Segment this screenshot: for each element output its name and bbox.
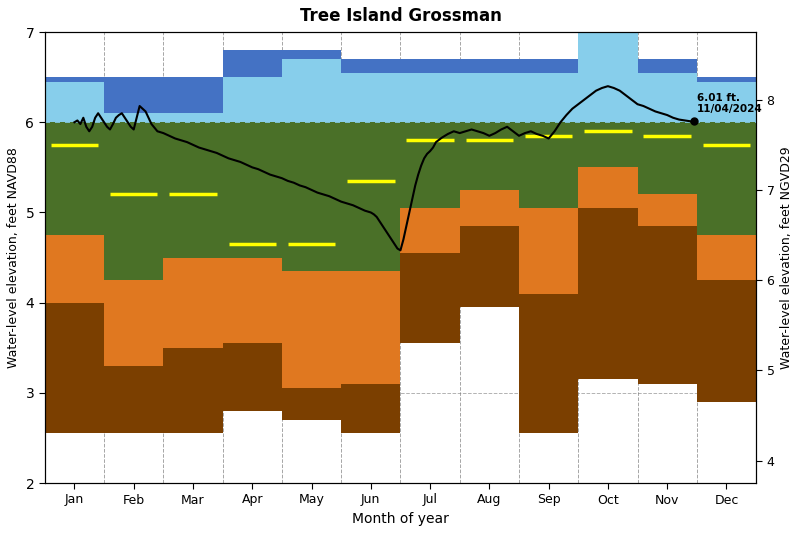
Bar — [104, 366, 163, 433]
Bar — [163, 257, 222, 348]
Bar — [697, 77, 756, 82]
Title: Tree Island Grossman: Tree Island Grossman — [299, 7, 502, 25]
Bar — [282, 50, 341, 59]
Bar — [222, 257, 282, 343]
Bar — [45, 303, 104, 433]
Bar — [578, 28, 638, 122]
Bar — [638, 226, 697, 384]
Bar — [104, 280, 163, 366]
Bar — [45, 235, 104, 303]
Bar — [222, 77, 282, 122]
Bar — [341, 59, 401, 72]
Bar — [222, 50, 282, 77]
Bar — [222, 122, 282, 257]
Bar — [638, 195, 697, 226]
Y-axis label: Water-level elevation, feet NAVD88: Water-level elevation, feet NAVD88 — [7, 147, 20, 368]
Bar — [401, 253, 460, 343]
Bar — [519, 208, 578, 294]
Text: 6.01 ft.
11/04/2024: 6.01 ft. 11/04/2024 — [697, 93, 762, 115]
Bar — [282, 271, 341, 389]
Y-axis label: Water-level elevation, feet NGVD29: Water-level elevation, feet NGVD29 — [780, 146, 793, 369]
Bar — [45, 77, 104, 82]
Bar — [638, 72, 697, 122]
Bar — [163, 77, 222, 113]
Bar — [341, 122, 401, 271]
Bar — [45, 82, 104, 122]
Bar — [697, 235, 756, 280]
Bar — [341, 72, 401, 122]
Bar — [638, 122, 697, 195]
Bar — [341, 271, 401, 384]
Bar — [401, 72, 460, 122]
Bar — [163, 348, 222, 433]
Bar — [460, 59, 519, 72]
Bar — [341, 384, 401, 433]
Bar — [460, 226, 519, 307]
Bar — [578, 167, 638, 208]
Bar — [519, 72, 578, 122]
Bar — [697, 122, 756, 235]
Bar — [163, 113, 222, 122]
Bar — [460, 122, 519, 190]
Bar — [401, 59, 460, 72]
X-axis label: Month of year: Month of year — [352, 512, 449, 526]
Bar — [460, 72, 519, 122]
Bar — [45, 122, 104, 235]
Bar — [282, 59, 341, 122]
Bar — [282, 389, 341, 420]
Bar — [460, 190, 519, 226]
Bar — [578, 208, 638, 379]
Bar — [104, 122, 163, 280]
Bar — [282, 122, 341, 271]
Bar — [578, 122, 638, 167]
Bar — [519, 59, 578, 72]
Bar — [104, 113, 163, 122]
Bar — [104, 77, 163, 113]
Bar — [401, 208, 460, 253]
Bar — [697, 280, 756, 402]
Bar — [578, 23, 638, 28]
Bar — [401, 122, 460, 208]
Bar — [519, 294, 578, 433]
Bar — [163, 122, 222, 257]
Bar — [519, 122, 578, 208]
Bar — [222, 343, 282, 411]
Bar — [638, 59, 697, 72]
Bar — [697, 82, 756, 122]
